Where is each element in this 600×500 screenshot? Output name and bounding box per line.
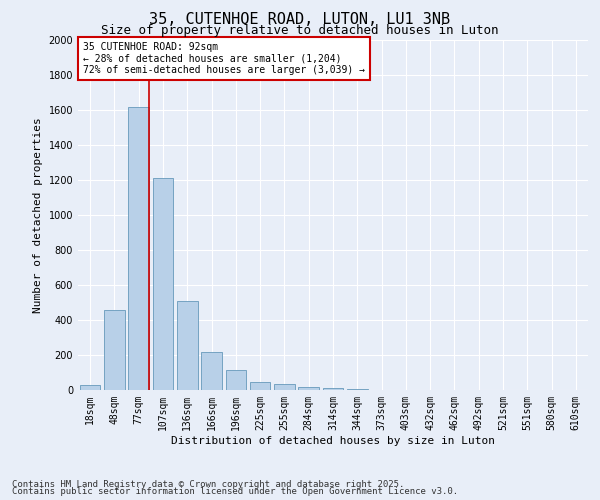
Bar — [274, 384, 295, 390]
Bar — [104, 310, 125, 390]
Bar — [250, 382, 271, 390]
Bar — [80, 385, 100, 390]
Bar — [298, 386, 319, 390]
Bar — [347, 389, 368, 390]
Bar — [201, 352, 222, 390]
Y-axis label: Number of detached properties: Number of detached properties — [33, 117, 43, 313]
Text: Contains HM Land Registry data © Crown copyright and database right 2025.: Contains HM Land Registry data © Crown c… — [12, 480, 404, 489]
Bar — [323, 388, 343, 390]
Text: 35, CUTENHOE ROAD, LUTON, LU1 3NB: 35, CUTENHOE ROAD, LUTON, LU1 3NB — [149, 12, 451, 28]
Text: Size of property relative to detached houses in Luton: Size of property relative to detached ho… — [101, 24, 499, 37]
Bar — [128, 106, 149, 390]
X-axis label: Distribution of detached houses by size in Luton: Distribution of detached houses by size … — [171, 436, 495, 446]
Bar — [152, 178, 173, 390]
Bar — [177, 300, 197, 390]
Bar — [226, 370, 246, 390]
Text: 35 CUTENHOE ROAD: 92sqm
← 28% of detached houses are smaller (1,204)
72% of semi: 35 CUTENHOE ROAD: 92sqm ← 28% of detache… — [83, 42, 365, 75]
Text: Contains public sector information licensed under the Open Government Licence v3: Contains public sector information licen… — [12, 488, 458, 496]
